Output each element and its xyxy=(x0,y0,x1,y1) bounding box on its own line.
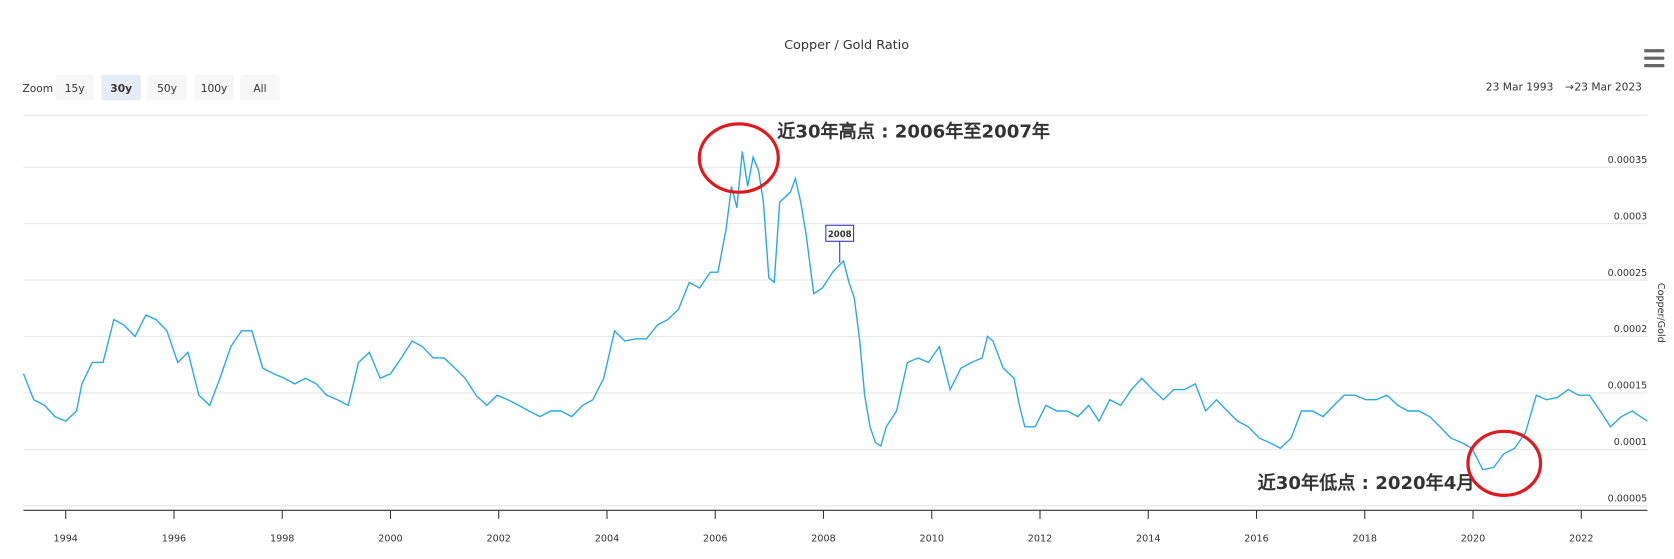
date-to[interactable]: 23 Mar 2023 xyxy=(1574,81,1642,94)
date-from[interactable]: 23 Mar 1993 xyxy=(1486,81,1554,94)
zoom-button[interactable] xyxy=(101,74,141,101)
flag-label: 2008 xyxy=(828,230,852,240)
menu-icon[interactable] xyxy=(1644,49,1665,68)
zoom-button-label[interactable]: 100y xyxy=(201,82,228,95)
zoom-button[interactable] xyxy=(240,74,280,101)
zoom-button-label[interactable]: All xyxy=(253,82,266,95)
x-tick-label: 2020 xyxy=(1461,533,1485,544)
x-tick-label: 1996 xyxy=(162,533,186,544)
zoom-button-label[interactable]: 15y xyxy=(65,82,85,95)
zoom-button-label[interactable]: 50y xyxy=(157,82,177,95)
x-tick-label: 2016 xyxy=(1244,533,1268,544)
date-separator: → xyxy=(1565,81,1574,94)
menu-bar xyxy=(1644,56,1665,60)
x-tick-label: 2004 xyxy=(595,533,619,544)
highlight-circle xyxy=(1466,429,1543,497)
y-tick-label: 0.00025 xyxy=(1608,268,1648,279)
x-tick-label: 1994 xyxy=(53,533,77,544)
zoom-button[interactable] xyxy=(147,74,187,101)
y-axis-title: Copper/Gold xyxy=(1655,283,1666,343)
x-tick-label: 2000 xyxy=(378,533,402,544)
y-tick-label: 0.0001 xyxy=(1614,437,1648,448)
x-tick-label: 2006 xyxy=(703,533,727,544)
y-tick-label: 0.00035 xyxy=(1608,155,1648,166)
x-tick-label: 2022 xyxy=(1569,533,1593,544)
x-tick-label: 2008 xyxy=(811,533,835,544)
chart-title: Copper / Gold Ratio xyxy=(784,38,909,53)
menu-bar xyxy=(1644,49,1665,53)
zoom-button-label[interactable]: 30y xyxy=(110,82,132,95)
annotation: 近30年低点 : 2020年4月 xyxy=(1258,472,1475,494)
highlight-circle xyxy=(697,122,780,194)
x-tick-label: 2002 xyxy=(487,533,511,544)
annotation: 近30年高点 : 2006年至2007年 xyxy=(777,121,1050,143)
menu-bar xyxy=(1644,64,1665,68)
zoom-button[interactable] xyxy=(55,74,94,101)
data-line xyxy=(22,151,1648,471)
zoom-label: Zoom xyxy=(22,82,53,95)
x-tick-label: 2014 xyxy=(1136,533,1160,544)
x-tick-label: 2012 xyxy=(1028,533,1052,544)
y-tick-label: 0.00005 xyxy=(1608,494,1648,505)
x-tick-label: 2018 xyxy=(1353,533,1377,544)
y-tick-label: 0.00015 xyxy=(1608,381,1648,392)
x-tick-label: 2010 xyxy=(920,533,944,544)
flag-box xyxy=(825,224,855,242)
x-tick-label: 1998 xyxy=(270,533,294,544)
zoom-button[interactable] xyxy=(194,74,234,101)
y-tick-label: 0.0003 xyxy=(1614,211,1648,222)
y-tick-label: 0.0002 xyxy=(1614,324,1648,335)
